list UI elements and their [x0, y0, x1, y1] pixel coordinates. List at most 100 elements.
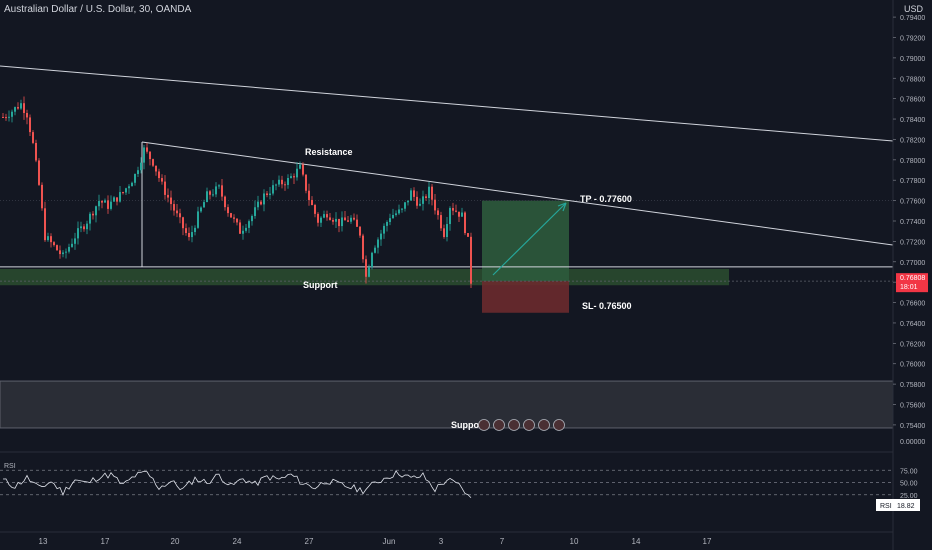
candle-body	[56, 245, 58, 251]
candle-body	[59, 250, 61, 255]
candle-body	[128, 186, 130, 189]
candle-body	[80, 226, 82, 229]
demand-zone	[0, 380, 894, 429]
candle-body	[272, 185, 274, 194]
rsi-tick-label: 25.00	[900, 493, 918, 500]
candle-body	[152, 159, 154, 166]
y-tick-label: 0.77600	[900, 199, 925, 206]
y-tick-label: 0.77000	[900, 260, 925, 267]
candle-body	[14, 107, 16, 112]
candle-body	[323, 214, 325, 218]
lower-support-label: Suppor	[451, 420, 483, 430]
stop-loss-zone	[482, 281, 569, 313]
candle-body	[203, 202, 205, 208]
y-tick-label: 0.79000	[900, 56, 925, 63]
emoji-badge-icon	[478, 419, 490, 431]
candle-body	[182, 217, 184, 229]
candle-body	[311, 199, 313, 205]
candle-body	[332, 219, 334, 222]
candle-body	[404, 202, 406, 209]
candle-body	[224, 196, 226, 208]
candle-body	[347, 220, 349, 222]
candle-body	[335, 218, 337, 222]
y-tick-label: 0.79200	[900, 35, 925, 42]
candle-body	[281, 179, 283, 185]
resistance-trendline	[141, 141, 894, 246]
candle-body	[386, 222, 388, 226]
candle-series	[2, 96, 472, 289]
candle-body	[338, 218, 340, 227]
candle-body	[74, 238, 76, 244]
y-tick-label: 0.77400	[900, 219, 925, 226]
candle-body	[95, 206, 97, 216]
emoji-badge-icon	[508, 419, 520, 431]
candle-body	[131, 182, 133, 187]
candle-body	[116, 197, 118, 202]
candle-body	[110, 201, 112, 209]
candle-body	[389, 218, 391, 223]
candle-body	[98, 201, 100, 207]
candle-body	[173, 204, 175, 211]
candle-body	[296, 168, 298, 178]
candle-body	[440, 215, 442, 229]
candle-body	[458, 211, 460, 217]
candle-body	[119, 192, 121, 202]
candle-body	[125, 188, 127, 193]
candle-body	[356, 219, 358, 227]
candle-body	[164, 181, 166, 195]
symbol-title[interactable]: Australian Dollar / U.S. Dollar, 30, OAN…	[4, 4, 192, 15]
rsi-value-tag	[876, 499, 920, 511]
y-tick-label: 0.76600	[900, 301, 925, 308]
candle-body	[446, 224, 448, 237]
candle-body	[320, 217, 322, 223]
y-tick-label: 0.76400	[900, 321, 925, 328]
candle-body	[62, 252, 64, 255]
countdown-value: 18:01	[900, 284, 918, 291]
candle-body	[326, 214, 328, 218]
candle-body	[155, 165, 157, 172]
candle-body	[230, 213, 232, 218]
rsi-tick-label: 50.00	[900, 481, 918, 488]
emoji-badge-icon	[493, 419, 505, 431]
candle-body	[248, 221, 250, 228]
candle-body	[200, 207, 202, 212]
candle-body	[146, 147, 148, 152]
target-arrow-line	[492, 202, 567, 276]
candle-body	[197, 211, 199, 228]
current-price-value: 0.76808	[900, 275, 925, 282]
candle-body	[290, 176, 292, 178]
candle-body	[134, 173, 136, 183]
candle-body	[17, 107, 19, 109]
candle-body	[83, 226, 85, 230]
candle-body	[167, 194, 169, 198]
candle-body	[158, 171, 160, 179]
candle-body	[365, 259, 367, 277]
rsi-current-value: 18.82	[897, 503, 915, 510]
candle-body	[194, 227, 196, 233]
emoji-badge-icon	[523, 419, 535, 431]
y-tick-label: 0.77800	[900, 178, 925, 185]
candle-body	[143, 147, 145, 163]
candle-body	[377, 239, 379, 248]
x-tick-label: 24	[233, 537, 242, 546]
candle-body	[305, 174, 307, 191]
candle-body	[419, 203, 421, 206]
candle-body	[452, 208, 454, 211]
candle-body	[137, 170, 139, 174]
candle-body	[206, 191, 208, 203]
y-tick-label: 0.78600	[900, 97, 925, 104]
candle-body	[170, 197, 172, 205]
y-tick-label: 0.75600	[900, 403, 925, 410]
candle-body	[251, 215, 253, 222]
candle-body	[443, 228, 445, 237]
candle-body	[227, 207, 229, 214]
candle-body	[65, 251, 67, 253]
target-arrow-head	[557, 202, 567, 212]
candle-body	[212, 194, 214, 196]
y-tick-label: 0.78400	[900, 117, 925, 124]
candle-body	[371, 252, 373, 268]
candle-body	[23, 103, 25, 113]
x-tick-label: 7	[500, 537, 505, 546]
candle-body	[392, 214, 394, 219]
